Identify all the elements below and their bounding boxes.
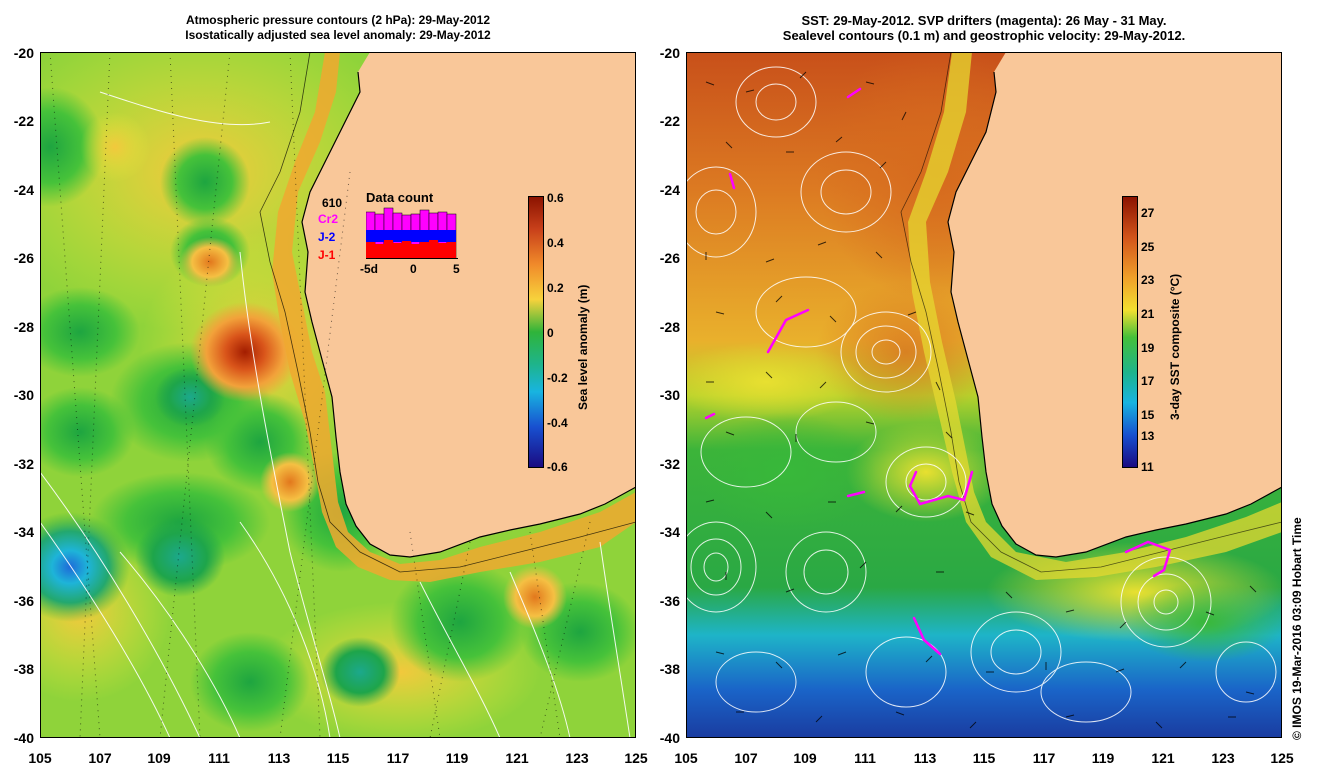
x-tick: 111 — [854, 750, 876, 766]
x-tick: 117 — [386, 750, 410, 766]
sst-label: 17 — [1141, 374, 1155, 388]
x-tick: 107 — [734, 750, 758, 766]
sst-coastal-band — [908, 52, 1282, 580]
x-tick: 123 — [565, 750, 589, 766]
y-tick: -36 — [659, 593, 680, 609]
data-count-axis-zero: 0 — [410, 262, 417, 276]
sea-level-anomaly-map — [40, 52, 636, 738]
y-tick: -32 — [659, 456, 680, 472]
y-tick: -26 — [13, 250, 34, 266]
sla-label: -0.6 — [547, 460, 568, 474]
y-tick: -24 — [13, 182, 34, 198]
x-tick: 113 — [267, 750, 291, 766]
coastline-right — [947, 71, 1282, 558]
data-count-bar-stack — [366, 207, 458, 259]
y-tick: -38 — [13, 661, 34, 677]
sla-label: 0.6 — [547, 191, 564, 205]
sst-label: 19 — [1141, 341, 1155, 355]
sst-label: 27 — [1141, 206, 1155, 220]
x-tick: 111 — [208, 750, 230, 766]
data-count-bars — [366, 207, 458, 259]
data-count-axis-min: -5d — [360, 262, 378, 276]
x-tick: 123 — [1211, 750, 1235, 766]
australia-land-right — [948, 52, 1282, 557]
y-tick: -28 — [659, 319, 680, 335]
altimeter-tracks — [49, 52, 591, 738]
sst-label: 15 — [1141, 408, 1155, 422]
data-count-title: Data count — [366, 190, 434, 205]
y-tick: -30 — [13, 387, 34, 403]
y-tick: -38 — [659, 661, 680, 677]
data-count-axis-max: 5 — [453, 262, 460, 276]
sla-label: 0.2 — [547, 281, 564, 295]
right-map-title: SST: 29-May-2012. SVP drifters (magenta)… — [686, 13, 1282, 43]
right-title-line1: SST: 29-May-2012. SVP drifters (magenta)… — [801, 13, 1167, 28]
y-tick: -40 — [659, 730, 680, 746]
x-tick: 109 — [793, 750, 817, 766]
y-tick: -20 — [13, 45, 34, 61]
sla-label: -0.4 — [547, 416, 568, 430]
coastline — [301, 71, 636, 558]
left-map-title: Atmospheric pressure contours (2 hPa): 2… — [40, 13, 636, 43]
x-tick: 113 — [913, 750, 937, 766]
y-tick: -30 — [659, 387, 680, 403]
sla-colorbar-title: Sea level anomaly (m) — [576, 284, 590, 410]
x-tick: 105 — [674, 750, 698, 766]
sst-colorbar — [1122, 196, 1138, 468]
y-tick: -34 — [13, 524, 34, 540]
series-label-cr2: Cr2 — [318, 212, 339, 226]
x-tick: 119 — [445, 750, 469, 766]
y-tick: -22 — [659, 113, 680, 129]
x-tick: 115 — [972, 750, 996, 766]
y-tick: -40 — [13, 730, 34, 746]
x-tick: 115 — [326, 750, 350, 766]
sst-colorbar-title: 3-day SST composite (°C) — [1168, 273, 1182, 420]
right-map-frame — [686, 52, 1282, 738]
y-tick: -22 — [13, 113, 34, 129]
x-tick: 125 — [1270, 750, 1294, 766]
x-tick: 125 — [624, 750, 648, 766]
sst-label: 13 — [1141, 429, 1155, 443]
sst-label: 25 — [1141, 240, 1155, 254]
x-tick: 119 — [1091, 750, 1115, 766]
right-title-line2: Sealevel contours (0.1 m) and geostrophi… — [782, 28, 1186, 43]
left-title-line1: Atmospheric pressure contours (2 hPa): 2… — [185, 13, 491, 27]
pressure-contours — [40, 91, 631, 738]
series-label-j1: J-1 — [318, 248, 336, 262]
sla-label: -0.2 — [547, 371, 568, 385]
coastal-warm-band — [272, 52, 636, 582]
geostrophic-velocity-arrows — [705, 71, 1257, 729]
sla-label: 0 — [547, 326, 554, 340]
x-tick: 105 — [28, 750, 52, 766]
sla-colorbar — [528, 196, 544, 468]
left-map-frame — [40, 52, 636, 738]
y-tick: -24 — [659, 182, 680, 198]
svp-drifter-tracks — [704, 87, 1172, 656]
sst-label: 11 — [1141, 460, 1154, 474]
y-tick: -34 — [659, 524, 680, 540]
left-title-line2: Isostatically adjusted sea level anomaly… — [185, 28, 491, 42]
shelf-contour — [259, 52, 636, 573]
imos-credit: © IMOS 19-Mar-2016 03:09 Hobart Time — [1290, 517, 1304, 740]
y-tick: -32 — [13, 456, 34, 472]
sla-label: 0.4 — [547, 236, 564, 250]
x-tick: 107 — [88, 750, 112, 766]
y-tick: -26 — [659, 250, 680, 266]
sst-label: 23 — [1141, 273, 1155, 287]
sea-level-contours — [686, 66, 1277, 723]
australia-land — [302, 52, 636, 557]
x-tick: 109 — [147, 750, 171, 766]
data-count-total: 610 — [322, 196, 343, 210]
sst-label: 21 — [1141, 307, 1155, 321]
x-tick: 121 — [505, 750, 529, 766]
shelf-contour-right — [900, 52, 1282, 573]
y-tick: -36 — [13, 593, 34, 609]
series-label-j2: J-2 — [318, 230, 336, 244]
y-tick: -28 — [13, 319, 34, 335]
x-tick: 121 — [1151, 750, 1175, 766]
sst-map — [686, 52, 1282, 738]
y-tick: -20 — [659, 45, 680, 61]
x-tick: 117 — [1032, 750, 1056, 766]
